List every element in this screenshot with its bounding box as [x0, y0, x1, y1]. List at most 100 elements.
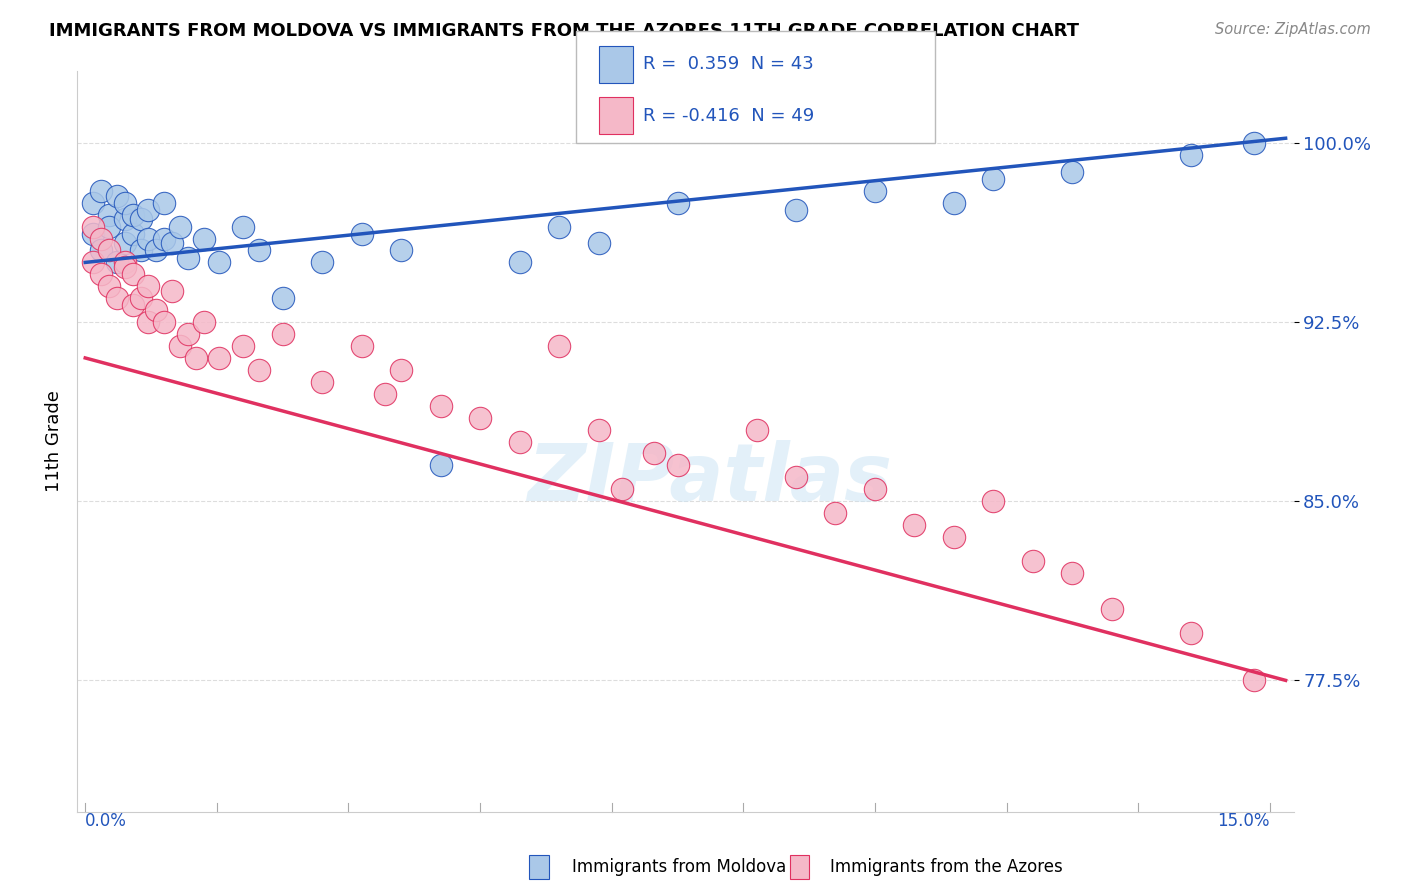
Point [208, 351, 231, 365]
Point [193, 231, 215, 245]
Point [548, 339, 571, 353]
Point [247, 363, 270, 377]
Point [612, 483, 634, 497]
Point [311, 255, 333, 269]
Point [82, 195, 104, 210]
Point [1062, 164, 1084, 178]
Point [983, 171, 1005, 186]
Point [785, 470, 807, 484]
Point [643, 446, 665, 460]
Point [942, 195, 965, 210]
Point [121, 298, 143, 312]
Point [1101, 601, 1123, 615]
Point [145, 244, 167, 258]
Point [429, 458, 451, 473]
Point [138, 231, 160, 245]
Point [129, 291, 152, 305]
Point [745, 423, 768, 437]
Point [193, 315, 215, 329]
Point [153, 231, 176, 245]
Point [271, 327, 294, 342]
Point [138, 279, 160, 293]
Point [232, 339, 254, 353]
Point [105, 188, 128, 202]
Point [160, 284, 183, 298]
Point [1062, 566, 1084, 580]
Text: ZIPatlas: ZIPatlas [527, 440, 893, 517]
Point [129, 244, 152, 258]
Point [90, 268, 112, 282]
Point [208, 255, 231, 269]
Point [114, 260, 136, 275]
Point [114, 255, 136, 269]
Point [97, 244, 120, 258]
Point [389, 244, 412, 258]
Point [311, 375, 333, 389]
Point [824, 506, 846, 520]
Point [97, 279, 120, 293]
Point [509, 434, 531, 449]
Point [114, 195, 136, 210]
Point [169, 339, 191, 353]
Point [153, 315, 176, 329]
Point [114, 236, 136, 251]
Point [247, 244, 270, 258]
Text: Immigrants from Moldova: Immigrants from Moldova [572, 858, 786, 876]
Point [429, 399, 451, 413]
Point [1180, 148, 1202, 162]
Point [177, 327, 200, 342]
Point [588, 236, 610, 251]
Y-axis label: 11th Grade: 11th Grade [45, 391, 63, 492]
Point [138, 315, 160, 329]
Point [1243, 673, 1265, 688]
Point [374, 386, 396, 401]
Point [169, 219, 191, 234]
Point [863, 483, 886, 497]
Point [942, 530, 965, 544]
Point [588, 423, 610, 437]
Point [468, 410, 491, 425]
Point [1243, 136, 1265, 150]
Point [121, 227, 143, 241]
Point [983, 494, 1005, 508]
Point [82, 227, 104, 241]
Point [350, 339, 373, 353]
Point [548, 219, 571, 234]
Point [90, 231, 112, 245]
Point [666, 195, 689, 210]
Text: R =  0.359  N = 43: R = 0.359 N = 43 [643, 55, 813, 73]
Point [138, 202, 160, 217]
Point [105, 291, 128, 305]
Point [82, 219, 104, 234]
Point [121, 268, 143, 282]
Point [785, 202, 807, 217]
Point [903, 518, 925, 533]
Point [863, 184, 886, 198]
Point [145, 303, 167, 318]
Point [114, 212, 136, 227]
Point [350, 227, 373, 241]
Point [232, 219, 254, 234]
Point [97, 208, 120, 222]
Point [82, 255, 104, 269]
Point [105, 255, 128, 269]
Point [121, 208, 143, 222]
Text: R = -0.416  N = 49: R = -0.416 N = 49 [643, 107, 814, 125]
Point [90, 244, 112, 258]
Point [177, 251, 200, 265]
Point [90, 184, 112, 198]
Text: 15.0%: 15.0% [1218, 812, 1270, 830]
Point [1022, 554, 1045, 568]
Point [666, 458, 689, 473]
Point [153, 195, 176, 210]
Text: Source: ZipAtlas.com: Source: ZipAtlas.com [1215, 22, 1371, 37]
Text: 0.0%: 0.0% [86, 812, 127, 830]
Point [160, 236, 183, 251]
Text: IMMIGRANTS FROM MOLDOVA VS IMMIGRANTS FROM THE AZORES 11TH GRADE CORRELATION CHA: IMMIGRANTS FROM MOLDOVA VS IMMIGRANTS FR… [49, 22, 1080, 40]
Point [129, 212, 152, 227]
Point [271, 291, 294, 305]
Point [184, 351, 207, 365]
Text: Immigrants from the Azores: Immigrants from the Azores [830, 858, 1063, 876]
Point [509, 255, 531, 269]
Point [389, 363, 412, 377]
